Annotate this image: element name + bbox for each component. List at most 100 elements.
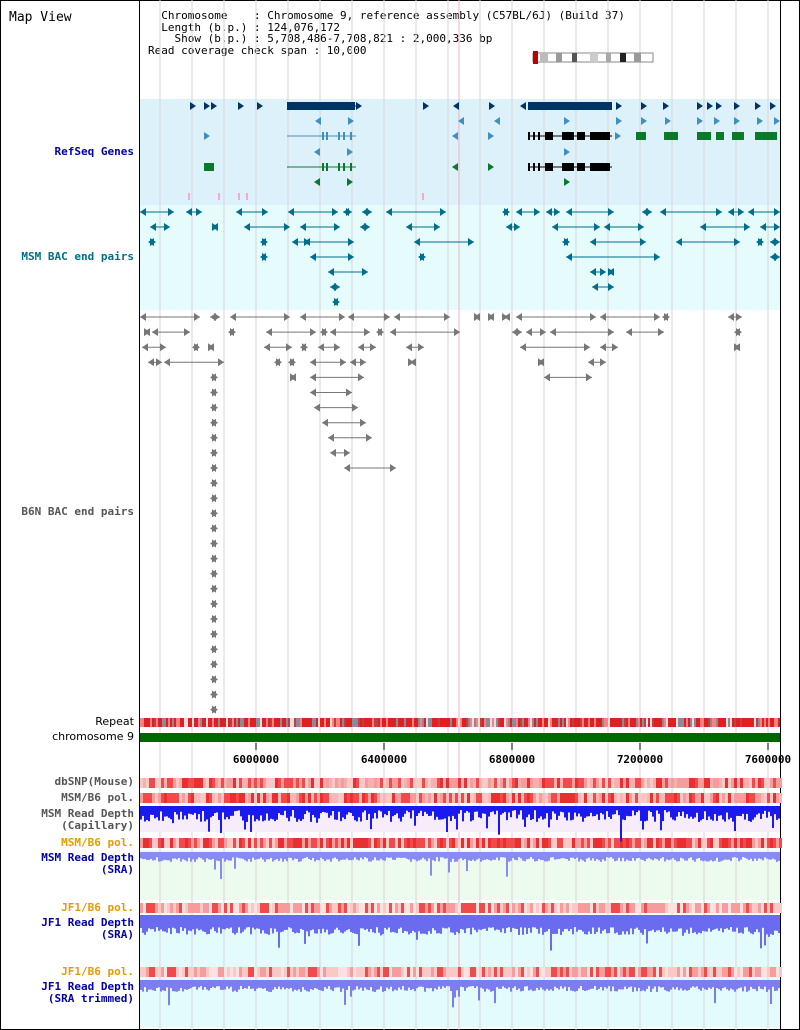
- heat-cell: [626, 778, 629, 788]
- heat-cell: [527, 967, 530, 977]
- track-label-refseq-genes[interactable]: RefSeq Genes: [54, 145, 134, 158]
- depth-bar: [348, 852, 350, 861]
- depth-bar: [458, 806, 460, 814]
- depth-bar: [352, 852, 354, 860]
- depth-bar: [354, 915, 356, 934]
- heat-cell: [437, 967, 440, 977]
- depth-bar: [590, 852, 592, 861]
- heat-cell: [530, 778, 533, 788]
- depth-bar: [652, 852, 654, 861]
- depth-bar: [174, 980, 176, 992]
- repeat-segment: [244, 718, 246, 727]
- gene-arrow: [204, 132, 210, 140]
- heat-cell: [680, 903, 683, 913]
- heat-cell: [491, 967, 494, 977]
- heat-cell: [677, 778, 680, 788]
- depth-bar: [510, 915, 512, 933]
- bac-end: [440, 208, 446, 216]
- depth-bar: [372, 980, 374, 992]
- repeat-segment: [438, 718, 440, 727]
- heat-cell: [695, 838, 698, 848]
- heat-cell: [353, 838, 356, 848]
- heat-cell: [578, 903, 581, 913]
- heat-cell: [533, 793, 536, 803]
- heat-cell: [602, 778, 605, 788]
- heat-cell: [710, 903, 713, 913]
- heat-cell: [497, 967, 500, 977]
- depth-bar: [202, 915, 204, 932]
- bac-end: [212, 630, 218, 639]
- heat-cell: [731, 967, 734, 977]
- heat-cell: [260, 903, 263, 913]
- depth-bar: [202, 852, 204, 860]
- heat-cell: [581, 838, 584, 848]
- repeat-segment: [582, 718, 584, 727]
- depth-bar: [478, 980, 480, 1001]
- gene-arrow: [315, 117, 321, 125]
- heat-cell: [608, 903, 611, 913]
- repeat-segment: [236, 718, 238, 727]
- heat-cell: [347, 793, 350, 803]
- gene-exon: [326, 163, 328, 171]
- depth-bar: [278, 980, 280, 987]
- depth-bar: [496, 980, 498, 988]
- bac-end: [734, 238, 740, 246]
- repeat-segment: [248, 718, 250, 727]
- depth-bar: [384, 915, 386, 928]
- depth-bar: [240, 852, 242, 859]
- heat-cell: [146, 967, 149, 977]
- depth-bar: [624, 852, 626, 862]
- heat-cell: [668, 903, 671, 913]
- heat-cell: [614, 967, 617, 977]
- repeat-segment: [678, 718, 680, 727]
- depth-bar: [668, 806, 670, 812]
- heat-cell: [746, 793, 749, 803]
- depth-bar: [642, 980, 644, 991]
- bac-end: [150, 223, 156, 231]
- repeat-segment: [398, 718, 400, 727]
- repeat-segment: [710, 718, 712, 727]
- heat-cell: [350, 903, 353, 913]
- bac-end: [168, 208, 174, 216]
- heat-cell: [614, 903, 617, 913]
- heat-cell: [572, 903, 575, 913]
- heat-cell: [149, 778, 152, 788]
- heat-cell: [197, 903, 200, 913]
- heat-cell: [245, 793, 248, 803]
- heat-cell: [344, 838, 347, 848]
- depth-bar: [708, 915, 710, 929]
- heat-cell: [410, 967, 413, 977]
- gene-exon: [287, 102, 355, 110]
- bac-end: [262, 238, 268, 246]
- bac-end: [300, 313, 306, 321]
- heat-cell: [227, 967, 230, 977]
- depth-bar: [284, 852, 286, 860]
- repeat-segment: [234, 718, 236, 727]
- heat-cell: [164, 793, 167, 803]
- heat-cell: [491, 903, 494, 913]
- heat-cell: [500, 903, 503, 913]
- repeat-segment: [292, 718, 294, 727]
- depth-bar: [550, 980, 552, 990]
- repeat-segment: [754, 718, 756, 727]
- bac-end: [676, 238, 682, 246]
- heat-cell: [389, 838, 392, 848]
- track-label-msm-bac[interactable]: MSM BAC end pairs: [21, 250, 134, 263]
- repeat-segment: [224, 718, 226, 727]
- depth-bar: [392, 806, 394, 817]
- repeat-segment: [312, 718, 314, 727]
- heat-cell: [326, 778, 329, 788]
- heat-cell: [431, 967, 434, 977]
- heat-cell: [473, 967, 476, 977]
- repeat-segment: [270, 718, 272, 727]
- track-label-b6n-bac[interactable]: B6N BAC end pairs: [21, 505, 134, 518]
- heat-cell: [539, 967, 542, 977]
- depth-bar: [202, 980, 204, 990]
- gene-arrow: [314, 148, 320, 156]
- heat-cell: [167, 778, 170, 788]
- heat-cell: [593, 967, 596, 977]
- heat-cell: [632, 967, 635, 977]
- depth-bar: [574, 980, 576, 992]
- depth-bar: [696, 806, 698, 813]
